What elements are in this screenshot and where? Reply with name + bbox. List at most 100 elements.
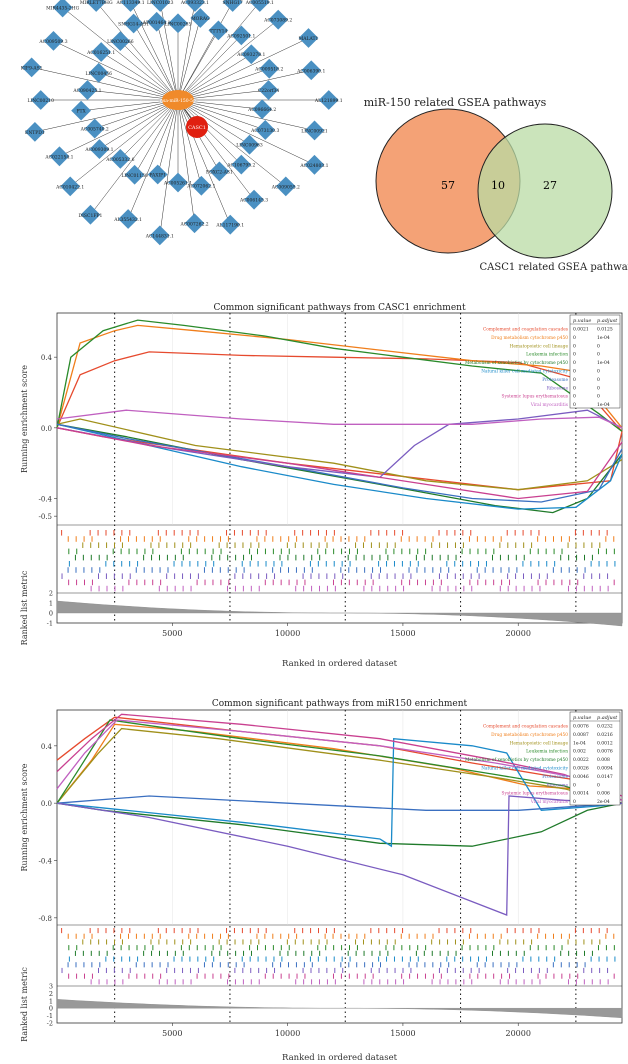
table-header: p.value: [573, 318, 591, 324]
venn-right-count: 27: [543, 179, 557, 192]
network-node: [191, 175, 212, 196]
network-edge: [177, 99, 231, 225]
network-node-label: AC106795.2: [226, 163, 255, 169]
network-node: [88, 62, 109, 83]
legend-pathway-name: Hematopoietic cell lineage: [510, 344, 569, 349]
network-edge: [127, 99, 179, 220]
venn-right-title: CASC1 related GSEA pathways: [480, 262, 628, 273]
legend-pvalue: 0: [573, 385, 576, 391]
legend-padjust: 0: [597, 385, 600, 391]
metric-axis-label: Ranked list metric: [20, 967, 29, 1042]
network-edge: [134, 99, 179, 175]
network-node: [89, 139, 110, 159]
network-node-label: AC007262.2: [179, 221, 208, 227]
network-edge: [120, 99, 179, 160]
network-node-label: MORAG: [191, 16, 210, 22]
series-line: [56, 319, 623, 432]
network-edge: [177, 99, 266, 131]
network-node: [209, 161, 230, 182]
network-edge: [177, 99, 242, 165]
network-node-label: AC072062.1: [186, 184, 215, 190]
network-node: [149, 225, 170, 246]
legend-pvalue: 0.0087: [573, 732, 589, 738]
x-tick-label: 20000: [505, 629, 530, 638]
legend-pvalue: 1e-04: [573, 740, 586, 746]
legend-pathway-name: Complement and coagulation cascades: [483, 725, 568, 730]
legend-pathway-name: Proteasome: [542, 378, 568, 383]
series-line: [56, 719, 623, 804]
network-node-label: MIR4435-2HG: [46, 6, 80, 12]
gsea-title: Common significant pathways from miR150 …: [212, 699, 468, 709]
network-node-label: KIF9-AS1: [21, 65, 43, 71]
legend-pvalue: 0.0014: [573, 791, 589, 797]
network-node-label: LINC01150: [121, 173, 148, 179]
x-tick-label: 5000: [162, 629, 182, 638]
network-edge: [34, 99, 179, 133]
legend-pvalue: 0: [573, 394, 576, 400]
venn-overlap-count: 10: [491, 179, 505, 192]
network-edge: [70, 99, 179, 187]
legend-pathway-name: Viral myocarditis: [530, 800, 568, 805]
legend-pathway-name: Natural killer cell mediated cytotoxicit…: [481, 370, 568, 375]
network-node-label: MALAT1: [299, 36, 319, 42]
network-node-label: DISC1FP1: [79, 213, 103, 219]
network-node: [239, 134, 260, 155]
series-line: [56, 795, 623, 811]
network-node-label: AC090425.1: [72, 88, 101, 94]
x-tick-label: 20000: [505, 1029, 530, 1038]
network-node-label: LINC00921: [301, 128, 328, 134]
network-node: [244, 189, 264, 210]
legend-padjust: 1e-04: [597, 360, 610, 366]
metric-tick-label: -1: [47, 620, 53, 628]
series-line: [56, 727, 623, 804]
legend-pathway-name: Ribosome: [547, 386, 569, 391]
x-axis-label: Ranked in ordered dataset: [282, 659, 398, 669]
network-edge: [99, 99, 179, 150]
network-node: [118, 209, 139, 229]
network-node-label: AC009518.2: [254, 67, 283, 73]
x-tick-label: 15000: [390, 1029, 415, 1038]
x-axis-label: Ranked in ordered dataset: [282, 1053, 398, 1063]
network-node: [80, 204, 101, 225]
y-tick-label: -0.4: [39, 496, 53, 504]
metric-tick-label: 0: [49, 1005, 53, 1013]
network-node-label: AC073089.2: [263, 18, 292, 24]
series-line: [56, 423, 623, 503]
center-node: [162, 90, 194, 110]
legend-pathway-name: Proteasome: [542, 775, 568, 780]
legend-pvalue: 0: [573, 343, 576, 349]
hub-node-label: CASC1: [188, 125, 206, 131]
legend-pvalue: 0.0046: [573, 774, 589, 780]
network-node: [21, 57, 42, 78]
legend-padjust: 0.0094: [597, 766, 613, 772]
network-edge: [59, 99, 179, 157]
metric-tick-label: 0: [49, 610, 53, 618]
network-edge: [81, 99, 179, 111]
network-node-label: C22orf34: [258, 88, 280, 94]
network-edge: [177, 1, 260, 101]
series-line: [56, 427, 623, 500]
y-tick-label: 0.0: [41, 800, 52, 808]
ranked-metric-area: [56, 600, 623, 627]
network-node: [258, 80, 279, 100]
network-edge: [177, 1, 233, 101]
network-node-label: LINC00963: [236, 143, 263, 149]
network-edge: [177, 19, 279, 101]
legend-pvalue: 0: [573, 335, 576, 341]
network-edge: [177, 99, 195, 224]
legend-pathway-name: Leukemia infection: [526, 750, 568, 755]
metric-axis-label: Ranked list metric: [20, 570, 29, 645]
network-node: [259, 58, 280, 79]
network-node-label: LINC01023: [147, 0, 174, 6]
venn-diagram: miR-150 related GSEA pathways 57 10 27 C…: [364, 96, 628, 273]
legend-padjust: 0.0076: [597, 749, 613, 755]
network-node-label: LINC00265: [165, 21, 192, 27]
series-line: [56, 713, 623, 797]
network-node-label: LINC00210: [28, 98, 55, 104]
legend-padjust: 2e-04: [597, 799, 610, 805]
venn-right-circle: [477, 123, 613, 259]
legend-padjust: 0: [597, 343, 600, 349]
network-node-label: AC073130.3: [250, 128, 279, 134]
plot-frame: [56, 709, 623, 1024]
network-node-label: LINC00456: [85, 71, 112, 77]
